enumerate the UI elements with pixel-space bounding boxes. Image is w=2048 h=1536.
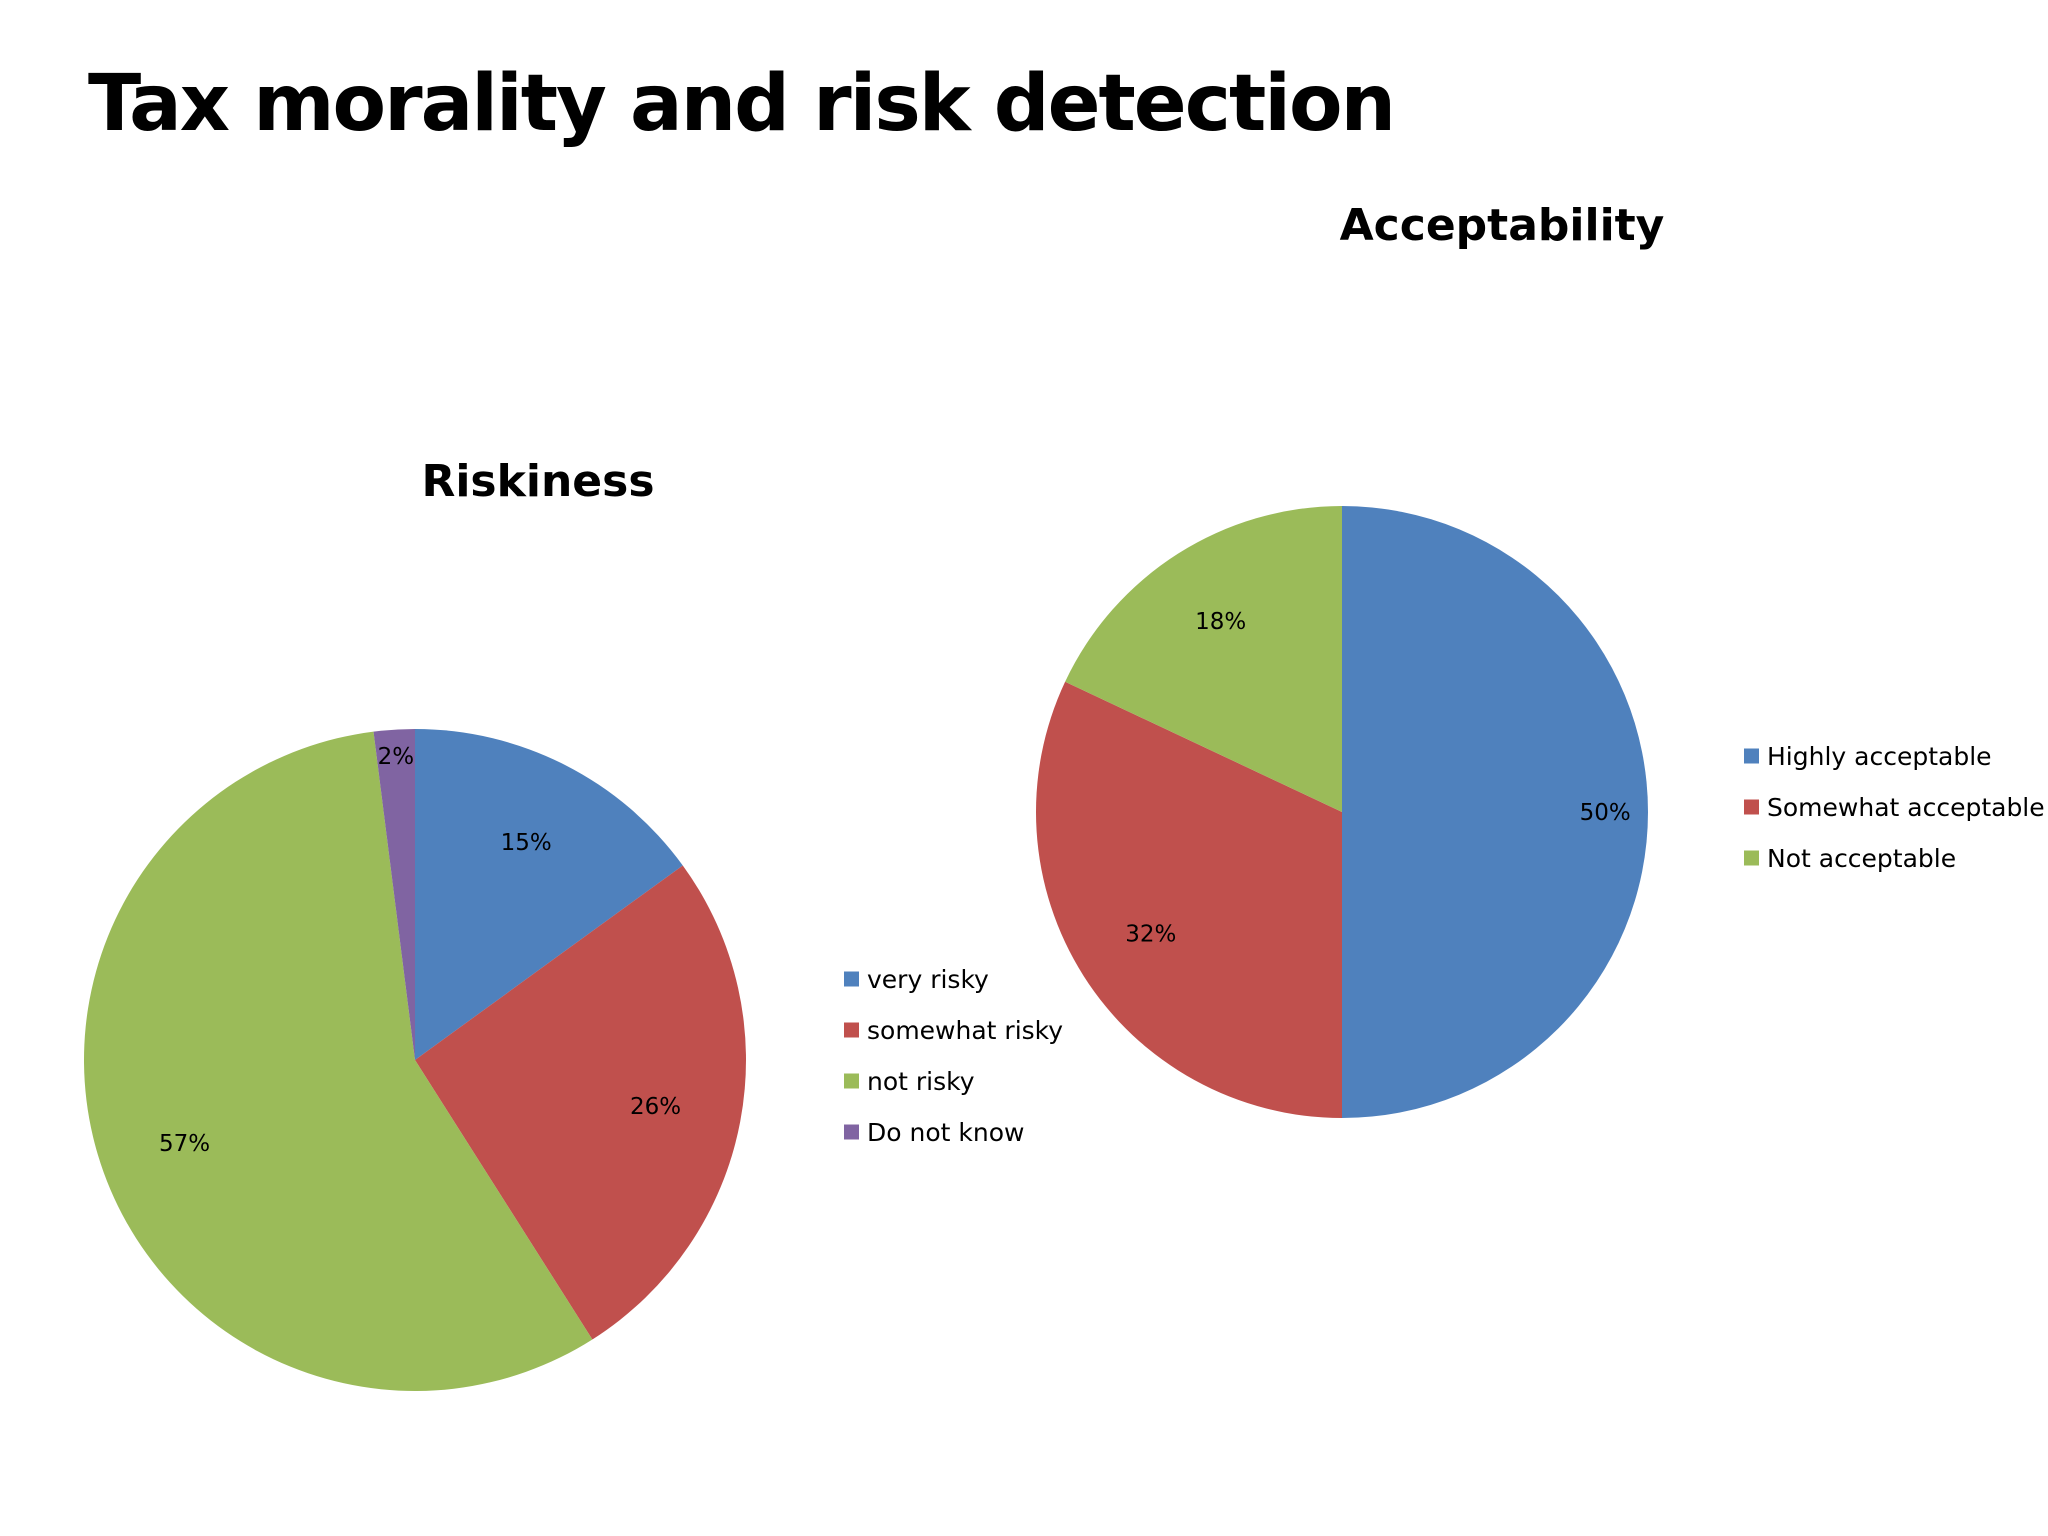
acceptability-data-label-not-acceptable: 18% — [1195, 609, 1246, 635]
acceptability-legend-label-somewhat-acceptable: Somewhat acceptable — [1767, 793, 2045, 822]
riskiness-data-label-do-not-know: 2% — [378, 744, 415, 770]
acceptability-legend-label-highly-acceptable: Highly acceptable — [1767, 742, 1992, 771]
acceptability-slice-highly-acceptable — [1342, 506, 1648, 1118]
acceptability-data-label-highly-acceptable: 50% — [1580, 800, 1631, 826]
riskiness-data-label-very-risky: 15% — [501, 830, 552, 856]
riskiness-slice-somewhat-risky — [415, 865, 746, 1340]
acceptability-slice-not-acceptable — [1065, 506, 1342, 812]
riskiness-data-label-not-risky: 57% — [159, 1131, 210, 1157]
riskiness-legend-label-do-not-know: Do not know — [867, 1118, 1024, 1147]
riskiness-chart-title: Riskiness — [421, 456, 654, 507]
acceptability-chart: Acceptability 50% 32% 18% Highly acceptabl… — [1035, 200, 2045, 1118]
riskiness-pie: 15% 26% 57% 2% — [83, 729, 746, 1392]
riskiness-legend-swatch-not-risky — [844, 1073, 859, 1089]
riskiness-legend-label-not-risky: not risky — [867, 1067, 975, 1096]
acceptability-legend-swatch-not-acceptable — [1744, 850, 1759, 866]
acceptability-legend-label-not-acceptable: Not acceptable — [1767, 844, 1956, 873]
riskiness-legend-swatch-do-not-know — [844, 1124, 859, 1140]
acceptability-legend-swatch-somewhat-acceptable — [1744, 799, 1759, 815]
riskiness-slice-do-not-know — [373, 729, 415, 1060]
riskiness-legend-swatch-very-risky — [844, 971, 859, 987]
riskiness-slice-not-risky — [83, 731, 593, 1392]
riskiness-legend-swatch-somewhat-risky — [844, 1022, 859, 1038]
acceptability-chart-title: Acceptability — [1340, 200, 1665, 251]
riskiness-legend-label-very-risky: very risky — [867, 965, 989, 994]
riskiness-chart: Riskiness 15% 26% 57% 2% very risky somewhat… — [83, 456, 1063, 1392]
riskiness-legend: very risky somewhat risky not risky Do not … — [844, 965, 1063, 1147]
acceptability-pie: 50% 32% 18% — [1035, 506, 1648, 1118]
acceptability-legend-swatch-highly-acceptable — [1744, 748, 1759, 764]
acceptability-slice-somewhat-acceptable — [1035, 681, 1342, 1118]
riskiness-slice-very-risky — [415, 729, 683, 1060]
acceptability-data-label-somewhat-acceptable: 32% — [1125, 921, 1176, 947]
page-title: Tax morality and risk detection — [88, 59, 1396, 149]
acceptability-legend: Highly acceptable Somewhat acceptable Not … — [1744, 742, 2045, 873]
riskiness-data-label-somewhat-risky: 26% — [630, 1094, 681, 1120]
riskiness-legend-label-somewhat-risky: somewhat risky — [867, 1016, 1063, 1045]
